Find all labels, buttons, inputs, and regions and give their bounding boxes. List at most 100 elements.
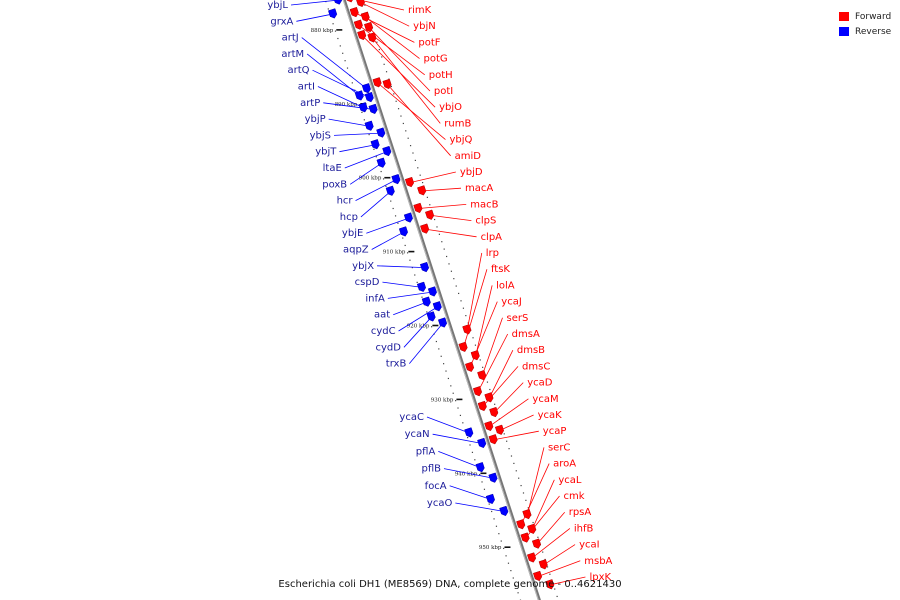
minor-tick-dot xyxy=(479,473,481,476)
forward-gene-lrp xyxy=(462,324,472,335)
minor-tick-dot xyxy=(471,451,474,453)
minor-tick-dot xyxy=(381,56,383,58)
minor-tick-dot xyxy=(443,363,445,365)
tick-label: 880 kbp xyxy=(311,28,334,34)
reverse-leader-line xyxy=(296,13,334,22)
minor-tick-dot xyxy=(414,159,416,162)
minor-tick-dot xyxy=(546,566,549,568)
forward-gene-cmk xyxy=(520,532,530,543)
forward-leader-line xyxy=(536,511,566,545)
forward-leader-line xyxy=(372,37,441,124)
forward-gene-label: cmk xyxy=(564,491,585,502)
reverse-gene-infA xyxy=(427,286,437,297)
reverse-leader-line xyxy=(290,0,339,6)
minor-tick-dot xyxy=(407,137,409,139)
tick-label: 950 kbp xyxy=(479,545,502,551)
minor-tick-dot xyxy=(395,100,397,102)
minor-tick-dot xyxy=(515,584,517,586)
minor-tick-dot xyxy=(382,178,385,180)
forward-leader-line xyxy=(489,398,529,427)
forward-leader-line xyxy=(430,214,472,221)
minor-tick-dot xyxy=(417,167,419,169)
reverse-leader-line xyxy=(409,322,444,364)
minor-tick-dot xyxy=(483,488,486,490)
minor-tick-dot xyxy=(414,274,416,276)
reverse-gene-label: ybjT xyxy=(315,147,337,158)
minor-tick-dot xyxy=(448,263,450,265)
minor-tick-dot xyxy=(412,152,414,154)
reverse-gene-label: ybjX xyxy=(352,261,374,272)
reverse-gene-label: artP xyxy=(300,98,320,109)
minor-tick-dot xyxy=(334,30,337,32)
minor-tick-dot xyxy=(447,377,450,380)
forward-gene-label: ycaD xyxy=(527,378,553,389)
forward-leader-line xyxy=(422,187,462,192)
minor-tick-dot xyxy=(515,470,517,472)
forward-gene-label: serS xyxy=(506,313,528,324)
backbone-highlight xyxy=(342,0,539,600)
reverse-gene-ybjL xyxy=(334,0,343,5)
minor-tick-dot xyxy=(520,484,522,487)
minor-tick-dot xyxy=(450,270,453,272)
reverse-gene-aqpZ xyxy=(398,226,408,237)
reverse-leader-line xyxy=(306,53,360,97)
reverse-gene-label: cydD xyxy=(375,342,401,353)
forward-gene-label: msbA xyxy=(584,556,612,567)
reverse-leader-line xyxy=(366,217,410,234)
minor-tick-dot xyxy=(455,400,457,402)
forward-leader-line xyxy=(466,252,483,330)
forward-leader-line xyxy=(525,495,560,539)
reverse-gene-aat xyxy=(421,296,431,307)
minor-tick-dot xyxy=(376,41,378,43)
forward-gene-ycaD xyxy=(489,406,499,418)
minor-tick-dot xyxy=(441,241,443,243)
minor-tick-dot xyxy=(486,381,489,383)
reverse-gene-label: hcr xyxy=(337,196,354,207)
minor-tick-dot xyxy=(411,267,413,269)
reverse-leader-line xyxy=(323,102,374,110)
minor-tick-dot xyxy=(402,122,404,125)
forward-gene-label: dmsB xyxy=(517,345,545,356)
forward-leader-line xyxy=(354,12,415,43)
forward-leader-line xyxy=(418,204,467,209)
minor-tick-dot xyxy=(426,311,428,313)
minor-tick-dot xyxy=(525,499,527,501)
reverse-gene-label: trxB xyxy=(386,359,407,370)
minor-tick-dot xyxy=(406,252,409,254)
forward-gene-label: ycaM xyxy=(532,394,558,405)
minor-tick-dot xyxy=(458,292,460,295)
minor-tick-dot xyxy=(491,510,493,513)
minor-tick-dot xyxy=(430,326,433,328)
minor-tick-dot xyxy=(455,285,457,287)
forward-gene-label: serC xyxy=(548,442,570,453)
minor-tick-dot xyxy=(506,440,508,442)
minor-tick-dot xyxy=(373,148,375,150)
minor-tick-dot xyxy=(380,170,382,173)
reverse-gene-cydD xyxy=(426,311,436,322)
reverse-leader-line xyxy=(344,151,388,169)
minor-tick-dot xyxy=(344,60,346,62)
forward-leader-line xyxy=(531,479,555,530)
forward-gene-label: ybjQ xyxy=(449,135,472,146)
minor-tick-dot xyxy=(537,536,539,538)
reverse-leader-line xyxy=(455,502,505,512)
reverse-gene-ybjS xyxy=(376,127,386,138)
forward-gene-label: dmsC xyxy=(522,361,550,372)
minor-tick-dot xyxy=(522,492,525,494)
reverse-leader-line xyxy=(449,485,492,500)
forward-gene-label: clpS xyxy=(475,216,496,227)
minor-tick-dot xyxy=(385,185,387,187)
minor-tick-dot xyxy=(452,392,454,394)
reverse-leader-line xyxy=(398,306,438,332)
minor-tick-dot xyxy=(450,385,452,387)
forward-gene-ybjQ xyxy=(372,77,382,88)
minor-tick-dot xyxy=(462,422,464,424)
forward-gene-msbA xyxy=(532,570,543,582)
reverse-leader-line xyxy=(403,316,432,348)
forward-gene-ihfB xyxy=(526,552,537,563)
forward-gene-serS xyxy=(477,369,487,381)
minor-tick-dot xyxy=(467,436,469,439)
forward-leader-line xyxy=(499,414,534,431)
forward-gene-label: ycaJ xyxy=(501,297,522,308)
minor-tick-dot xyxy=(402,237,404,239)
